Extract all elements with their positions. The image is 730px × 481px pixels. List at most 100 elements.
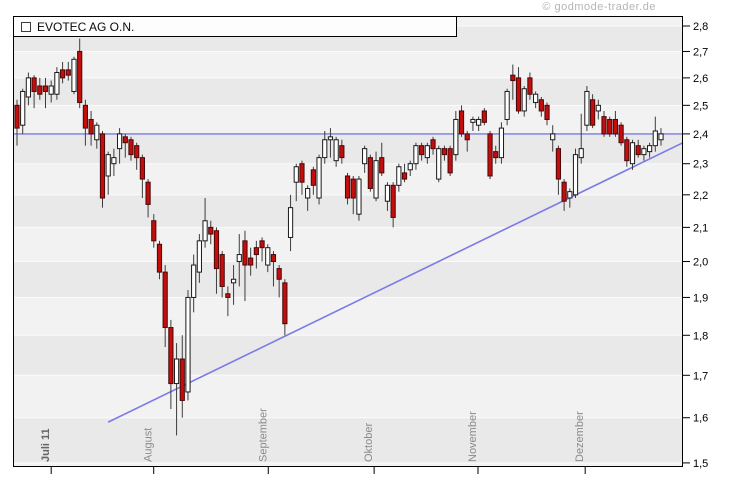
- candle-body-up: [550, 133, 556, 141]
- candle-body-down: [561, 181, 567, 202]
- candle: [173, 343, 180, 436]
- candle-body-down: [77, 50, 83, 104]
- candle: [82, 99, 88, 146]
- candle: [470, 116, 476, 131]
- candle-body-down: [350, 178, 356, 199]
- candle: [572, 148, 579, 199]
- candle: [37, 77, 43, 100]
- candle: [293, 163, 299, 202]
- candle-body-up: [652, 130, 658, 147]
- candle-body-up: [293, 166, 299, 183]
- candle-body-down: [248, 257, 254, 266]
- candle-body-down: [458, 110, 465, 135]
- candle-body-down: [151, 220, 157, 242]
- candle: [310, 166, 316, 195]
- candle-body-down: [510, 74, 516, 82]
- y-tick-label: 1,8: [693, 330, 708, 342]
- candle: [122, 133, 128, 158]
- candle-body-down: [156, 243, 163, 273]
- candle: [213, 227, 220, 294]
- candle: [476, 116, 482, 131]
- candle: [88, 110, 94, 146]
- candle: [447, 145, 453, 176]
- candle-body-down: [259, 240, 265, 249]
- watermark: © godmode-trader.de: [542, 1, 656, 13]
- candle: [99, 130, 106, 208]
- y-tick-label: 1,9: [693, 292, 708, 304]
- candle: [510, 64, 516, 100]
- candle-body-down: [139, 157, 145, 180]
- candle-body-up: [20, 90, 26, 126]
- y-tick-label: 2,3: [693, 159, 708, 171]
- candle-body-down: [419, 145, 425, 156]
- candle-body-down: [607, 118, 613, 135]
- price-band: [13, 105, 683, 134]
- legend-checkbox-icon[interactable]: [21, 22, 31, 32]
- candle: [116, 128, 123, 164]
- candle: [504, 88, 510, 126]
- candle: [487, 130, 493, 180]
- candle-body-up: [567, 191, 573, 199]
- candle-body-down: [441, 148, 448, 156]
- candle-body-down: [379, 157, 385, 174]
- price-band: [13, 261, 683, 298]
- candle-body-up: [384, 184, 391, 202]
- candle: [248, 247, 254, 276]
- candle-body-up: [453, 118, 459, 156]
- candle-body-up: [362, 148, 368, 165]
- y-tick-label: 2,1: [693, 222, 708, 234]
- candle-body-up: [265, 247, 271, 266]
- candle: [316, 154, 322, 205]
- candle: [168, 319, 174, 410]
- price-band: [13, 77, 683, 106]
- candle-body-down: [527, 77, 533, 95]
- candle-body-down: [618, 124, 624, 144]
- candle: [162, 265, 168, 348]
- candle: [436, 145, 442, 183]
- candle: [458, 105, 465, 137]
- candle: [145, 179, 151, 218]
- y-tick-label: 2,6: [693, 73, 708, 85]
- candle-body-down: [253, 247, 259, 256]
- price-band: [13, 375, 683, 418]
- month-label: Dezember: [574, 411, 586, 462]
- candle: [493, 145, 499, 164]
- candle: [555, 145, 562, 195]
- candle-body-up: [322, 139, 328, 159]
- candle: [390, 182, 396, 228]
- y-tick-label: 1,7: [693, 370, 708, 382]
- price-band: [13, 51, 683, 78]
- candle: [305, 185, 311, 211]
- candle: [242, 230, 248, 302]
- candle: [253, 240, 259, 269]
- candle-body-up: [533, 93, 539, 104]
- candle: [635, 139, 641, 158]
- candle-body-down: [515, 77, 522, 112]
- candle: [350, 175, 356, 215]
- month-label: August: [143, 428, 155, 462]
- candle: [42, 77, 49, 109]
- candle: [14, 99, 20, 146]
- candle-body-up: [111, 157, 117, 165]
- candle: [94, 122, 100, 149]
- candle-body-down: [430, 139, 436, 150]
- candle-body-down: [481, 110, 487, 123]
- candle-body-up: [71, 58, 77, 92]
- candle-body-up: [572, 154, 579, 196]
- y-tick-label: 1,5: [693, 458, 708, 470]
- candle-body-down: [390, 184, 396, 218]
- candle-body-down: [339, 145, 345, 159]
- candle-body-up: [230, 278, 237, 284]
- candle: [333, 136, 339, 167]
- candle-body-up: [116, 133, 123, 150]
- candle: [413, 142, 419, 170]
- candle: [641, 145, 647, 161]
- candle-body-down: [487, 133, 493, 177]
- candle-body-down: [590, 99, 596, 126]
- candle: [538, 96, 544, 117]
- candle-body-up: [647, 145, 653, 153]
- candle: [430, 136, 436, 155]
- candle: [578, 113, 584, 164]
- candle-body-up: [333, 139, 339, 162]
- candle: [379, 142, 385, 176]
